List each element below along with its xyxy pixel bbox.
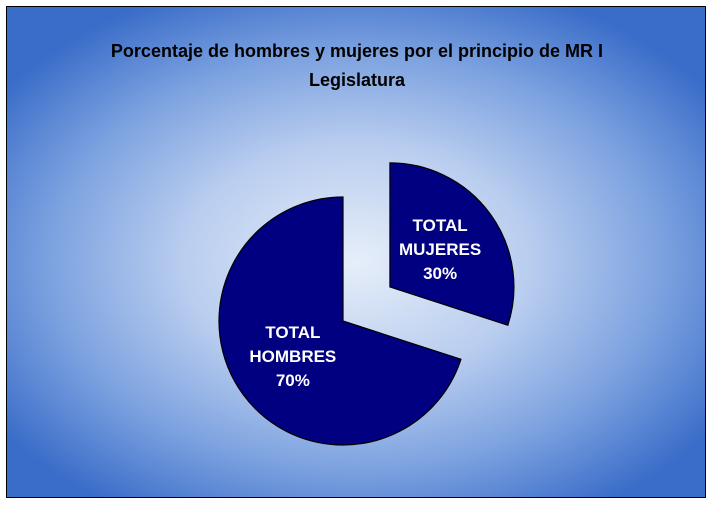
chart xyxy=(218,162,515,446)
pie-slice xyxy=(389,162,515,326)
slice-category-label: TOTAL HOMBRES xyxy=(249,323,337,367)
chart-title: Porcentaje de hombres y mujeres por el p… xyxy=(110,41,604,90)
slice-category-label: TOTAL MUJERES xyxy=(398,216,482,260)
slice-value-label: 70% xyxy=(275,371,310,391)
pie-slice xyxy=(218,196,462,446)
slice-value-label: 30% xyxy=(423,264,458,284)
chart-area: Porcentaje de hombres y mujeres por el p… xyxy=(6,6,706,498)
